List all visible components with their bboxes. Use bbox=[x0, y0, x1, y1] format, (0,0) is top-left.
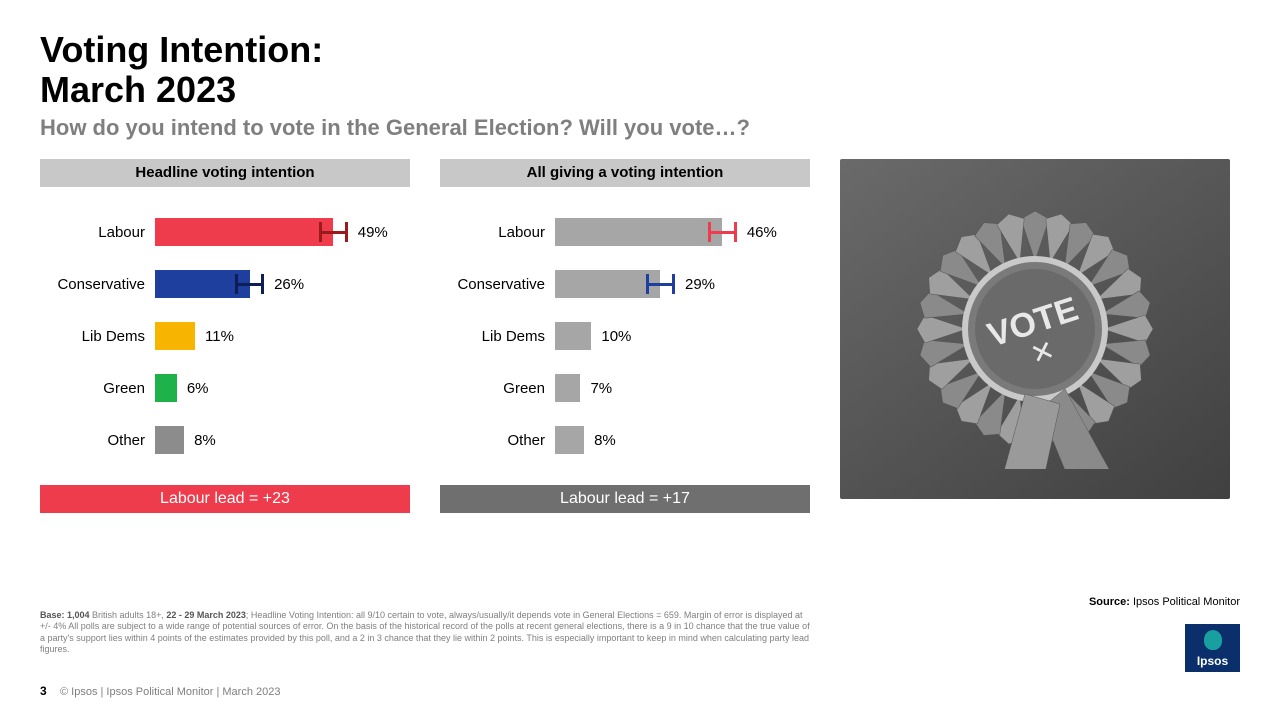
bar-value: 49% bbox=[358, 224, 388, 241]
bar-fill bbox=[555, 270, 660, 298]
bar-track bbox=[555, 218, 755, 246]
chart-all-bars: Labour 46% Conservative 29% Lib Dems 10% Green… bbox=[440, 187, 810, 481]
page-title: Voting Intention: March 2023 bbox=[40, 30, 1240, 109]
bar-fill bbox=[555, 374, 580, 402]
bar-label: Labour bbox=[450, 224, 555, 241]
bar-row: Labour 46% bbox=[450, 211, 800, 253]
bar-row: Conservative 29% bbox=[450, 263, 800, 305]
bar-row: Green 7% bbox=[450, 367, 800, 409]
bar-fill bbox=[155, 426, 184, 454]
ipsos-logo-icon bbox=[1204, 630, 1222, 650]
rosette-icon: VOTE ✕ bbox=[895, 189, 1175, 469]
bar-track bbox=[555, 374, 755, 402]
bar-value: 7% bbox=[590, 380, 612, 397]
bar-track bbox=[155, 322, 355, 350]
source-line: Source: Ipsos Political Monitor bbox=[1089, 596, 1240, 608]
bar-row: Conservative 26% bbox=[50, 263, 400, 305]
bar-row: Labour 49% bbox=[50, 211, 400, 253]
chart-headline-header: Headline voting intention bbox=[40, 159, 410, 187]
bar-value: 11% bbox=[205, 328, 234, 345]
page-number: 3 bbox=[40, 684, 47, 698]
bar-label: Green bbox=[50, 380, 155, 397]
copyright-text: © Ipsos | Ipsos Political Monitor | Marc… bbox=[60, 686, 280, 698]
error-bar bbox=[319, 218, 348, 246]
bar-fill bbox=[155, 218, 333, 246]
bar-row: Other 8% bbox=[50, 419, 400, 461]
bar-fill bbox=[555, 218, 722, 246]
bar-track bbox=[155, 218, 355, 246]
bar-track bbox=[555, 322, 755, 350]
bar-value: 29% bbox=[685, 276, 715, 293]
bar-label: Green bbox=[450, 380, 555, 397]
chart-all: All giving a voting intention Labour 46% C… bbox=[440, 159, 810, 513]
bar-value: 6% bbox=[187, 380, 209, 397]
bar-row: Lib Dems 11% bbox=[50, 315, 400, 357]
bar-value: 8% bbox=[194, 432, 216, 449]
bar-track bbox=[555, 270, 755, 298]
bar-value: 8% bbox=[594, 432, 616, 449]
bar-fill bbox=[555, 322, 591, 350]
error-bar bbox=[708, 218, 737, 246]
vote-rosette-image: VOTE ✕ bbox=[840, 159, 1230, 499]
ipsos-logo: Ipsos bbox=[1185, 624, 1240, 672]
bar-value: 46% bbox=[747, 224, 777, 241]
bar-label: Lib Dems bbox=[450, 328, 555, 345]
bar-fill bbox=[155, 374, 177, 402]
error-bar bbox=[646, 270, 675, 298]
bar-label: Other bbox=[50, 432, 155, 449]
bar-label: Conservative bbox=[50, 276, 155, 293]
chart-all-header: All giving a voting intention bbox=[440, 159, 810, 187]
bar-value: 26% bbox=[274, 276, 304, 293]
bar-label: Labour bbox=[50, 224, 155, 241]
bar-row: Other 8% bbox=[450, 419, 800, 461]
bar-label: Conservative bbox=[450, 276, 555, 293]
ipsos-logo-text: Ipsos bbox=[1197, 654, 1228, 668]
bar-row: Lib Dems 10% bbox=[450, 315, 800, 357]
bar-fill bbox=[155, 322, 195, 350]
chart-headline: Headline voting intention Labour 49% Conse… bbox=[40, 159, 410, 513]
bar-value: 10% bbox=[601, 328, 631, 345]
chart-headline-bars: Labour 49% Conservative 26% Lib Dems 11% Green… bbox=[40, 187, 410, 481]
source-label: Source: bbox=[1089, 596, 1130, 608]
bar-fill bbox=[555, 426, 584, 454]
bar-row: Green 6% bbox=[50, 367, 400, 409]
bar-track bbox=[155, 270, 355, 298]
bar-track bbox=[155, 426, 355, 454]
bar-label: Lib Dems bbox=[50, 328, 155, 345]
footnote-text: Base: 1,004 British adults 18+, 22 - 29 … bbox=[40, 610, 810, 655]
error-bar bbox=[235, 270, 264, 298]
source-text: Ipsos Political Monitor bbox=[1133, 596, 1240, 608]
chart-all-lead: Labour lead = +17 bbox=[440, 485, 810, 513]
title-line1: Voting Intention: bbox=[40, 29, 323, 70]
page-subtitle: How do you intend to vote in the General… bbox=[40, 115, 1240, 141]
slide: Voting Intention: March 2023 How do you … bbox=[0, 0, 1280, 720]
bar-track bbox=[155, 374, 355, 402]
title-line2: March 2023 bbox=[40, 69, 236, 110]
panels-container: Headline voting intention Labour 49% Conse… bbox=[40, 159, 1240, 513]
bar-label: Other bbox=[450, 432, 555, 449]
chart-headline-lead: Labour lead = +23 bbox=[40, 485, 410, 513]
bar-track bbox=[555, 426, 755, 454]
